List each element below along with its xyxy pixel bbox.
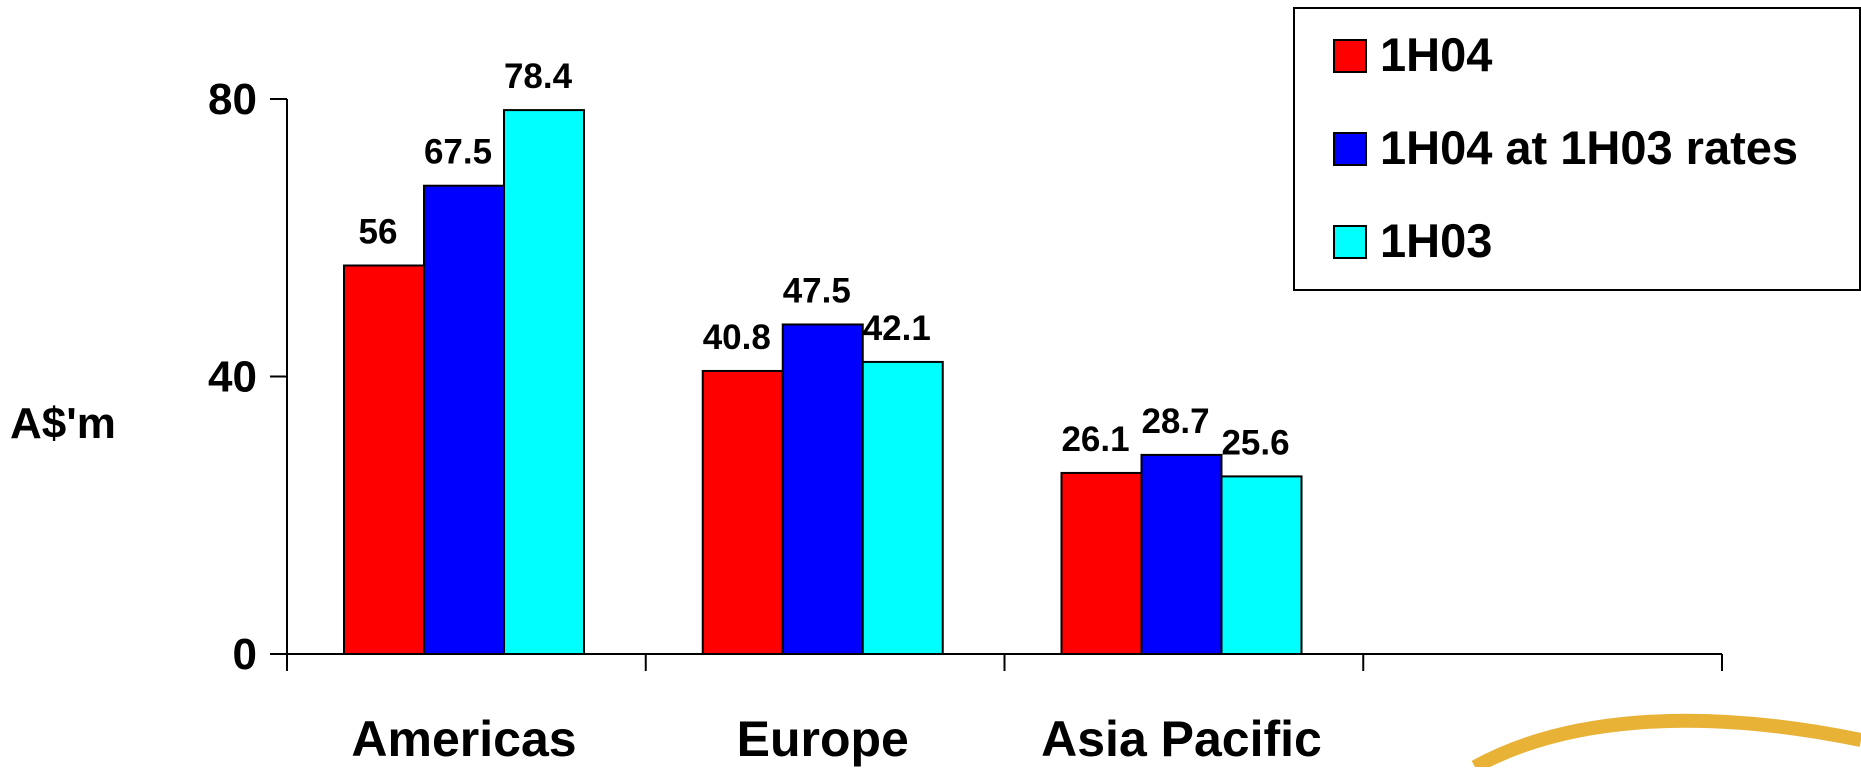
bar [423, 184, 505, 655]
bar [781, 323, 864, 655]
data-label: 40.8 [703, 318, 771, 357]
bar [1220, 475, 1303, 655]
data-label: 25.6 [1221, 423, 1289, 462]
data-label: 47.5 [783, 271, 851, 310]
data-label: 28.7 [1141, 402, 1209, 441]
data-label: 67.5 [424, 133, 492, 172]
legend-swatch [1333, 225, 1367, 259]
legend-swatch [1333, 39, 1367, 73]
y-tick-label: 40 [208, 353, 257, 402]
legend-label: 1H03 [1380, 214, 1492, 267]
data-labels: 56 40.8 26.1 67.5 47.5 28.7 78.4 42.1 25.6 [359, 57, 1290, 462]
category-label: Americas [351, 711, 576, 767]
legend-label: 1H04 [1380, 28, 1492, 81]
decorative-swoosh [1471, 713, 1861, 772]
y-axis-label: A$'m [10, 399, 116, 448]
y-tick-label: 0 [233, 630, 257, 679]
y-tick-label: 80 [208, 75, 257, 124]
bar [861, 360, 944, 655]
data-label: 78.4 [504, 57, 573, 96]
bar [503, 109, 585, 656]
legend-swatch [1333, 132, 1367, 166]
y-axis-ticks: 0 40 80 [208, 75, 287, 679]
bar [701, 369, 784, 655]
bar [1140, 453, 1223, 655]
data-label: 42.1 [863, 309, 931, 348]
bar [1060, 471, 1143, 655]
category-label: Asia Pacific [1041, 711, 1322, 767]
bar [343, 264, 425, 655]
legend-box [1293, 7, 1861, 291]
category-labels: Americas Europe Asia Pacific [351, 711, 1321, 767]
bars [343, 109, 1303, 656]
data-label: 56 [359, 213, 398, 252]
legend-label: 1H04 at 1H03 rates [1380, 121, 1798, 174]
data-label: 26.1 [1061, 420, 1129, 459]
legend: 1H04 1H04 at 1H03 rates 1H03 [1293, 7, 1861, 291]
category-label: Europe [737, 711, 909, 767]
